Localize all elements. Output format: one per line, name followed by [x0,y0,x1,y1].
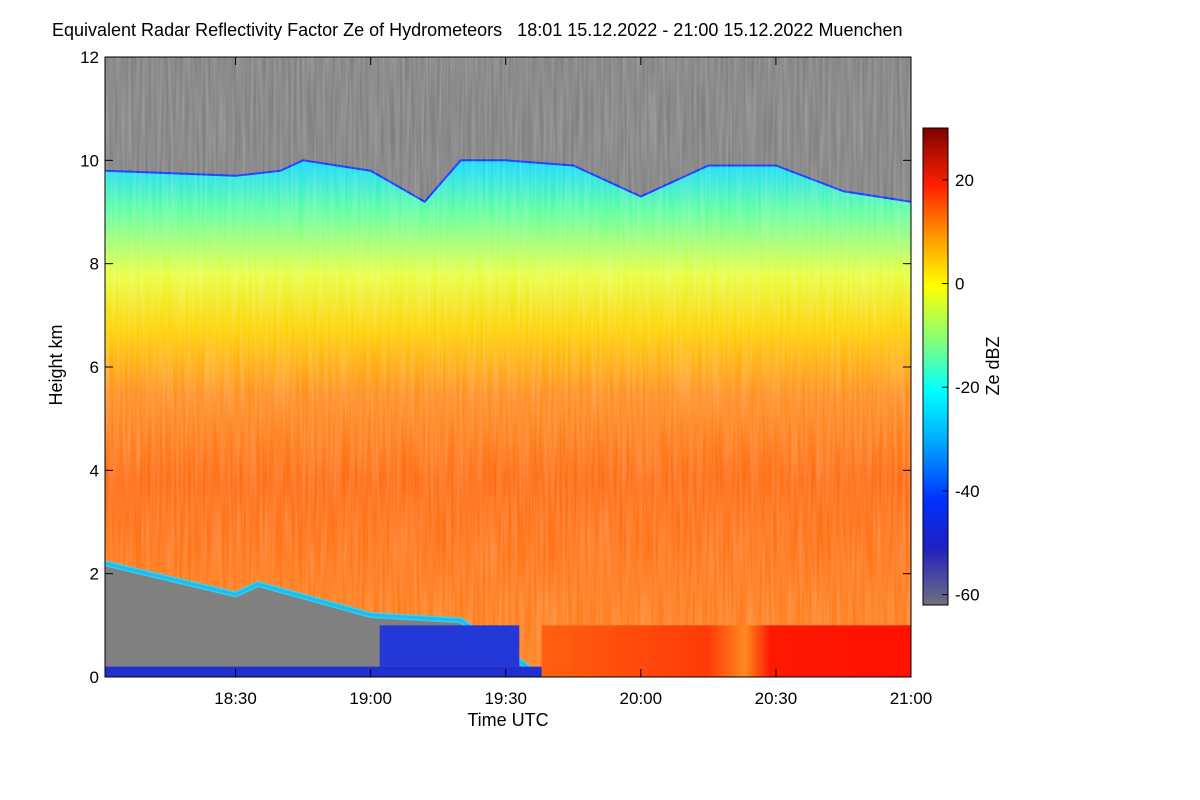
y-tick-label: 12 [80,48,99,67]
y-tick-label: 8 [90,255,99,274]
colorbar-tick-label: 0 [955,275,964,294]
y-axis-title: Height km [46,324,66,405]
chart-title: Equivalent Radar Reflectivity Factor Ze … [52,20,903,40]
x-tick-label: 19:00 [349,689,392,708]
texture-overlay [105,57,911,677]
y-tick-label: 4 [90,461,99,480]
x-tick-label: 20:00 [620,689,663,708]
y-tick-label: 6 [90,358,99,377]
subcloud-no-echo-region [105,563,911,677]
x-tick-label: 19:30 [484,689,527,708]
y-tick-label: 10 [80,151,99,170]
drizzle-echo-patch [379,625,520,667]
colorbar-tick-label: 20 [955,171,974,190]
x-tick-label: 18:30 [214,689,257,708]
colorbar-tick-label: -40 [955,482,980,501]
colorbar-label: Ze dBZ [983,336,1003,395]
y-tick-label: 2 [90,565,99,584]
colorbar-ticks: 20 0 -20 -40 -60 [942,171,980,605]
x-tick-label: 20:30 [755,689,798,708]
x-tick-label: 21:00 [890,689,933,708]
x-axis: 18:30 19:00 19:30 20:00 20:30 21:00 [214,57,932,708]
y-tick-label: 0 [90,668,99,687]
low-level-clutter [105,666,542,677]
precip-base-cyan-band [105,560,911,677]
colorbar [922,127,949,606]
x-axis-title: Time UTC [467,710,548,730]
colorbar-tick-label: -60 [955,586,980,605]
heatmap-field [105,57,911,677]
melting-layer-band [541,625,911,677]
y-axis: 0 2 4 6 8 10 12 [80,48,911,687]
colorbar-tick-label: -20 [955,378,980,397]
